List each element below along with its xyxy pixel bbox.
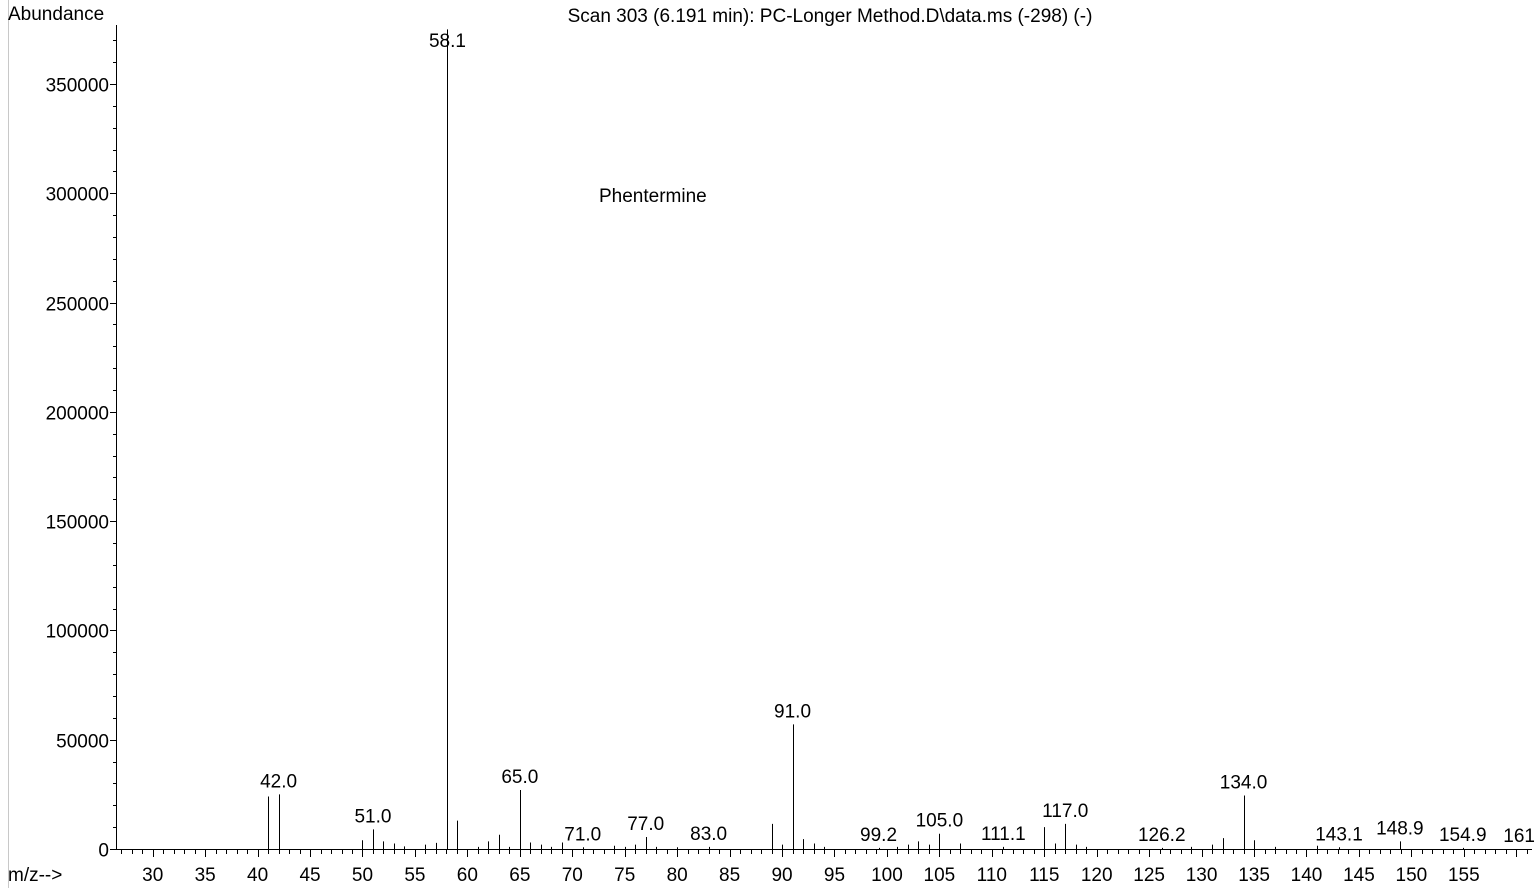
x-tick-label: 155 [1448,865,1480,886]
x-tick-label: 45 [299,865,320,886]
x-tick-label: 110 [977,865,1007,886]
axes: 0 50000 100000 150000 200000 250000 300000 3500… [46,25,1532,886]
x-tick-label: 65 [509,865,530,886]
x-tick-label: 125 [1133,865,1165,886]
y-tick-label: 200000 [46,404,109,425]
peak-label: 58.1 [429,31,466,52]
x-tick-label: 105 [924,865,956,886]
peaks [268,29,1464,849]
x-tick-label: 30 [142,865,163,886]
x-tick-label: 95 [824,865,845,886]
peak-label: 148.9 [1376,818,1424,839]
x-tick-label: 145 [1343,865,1375,886]
x-tick-label: 70 [562,865,583,886]
x-tick-label: 120 [1081,865,1113,886]
x-tick-label: 85 [719,865,740,886]
x-tick-label: 75 [614,865,635,886]
x-tick-label: 115 [1029,865,1059,886]
x-tick-label: 55 [404,865,425,886]
x-tick-label: 90 [771,865,792,886]
left-border [8,0,9,888]
peak-label: 77.0 [627,814,664,835]
y-axis-label: Abundance [8,4,104,25]
peak-label: 143.1 [1315,824,1363,845]
y-tick-label: 100000 [46,622,109,643]
peak-label: 65.0 [501,767,538,788]
peak-label: 161 [1503,826,1535,847]
peak-label: 117.0 [1042,801,1088,822]
x-tick-label: 100 [871,865,903,886]
y-tick-label: 150000 [46,513,109,534]
x-tick-label: 60 [457,865,478,886]
x-tick-label: 35 [195,865,216,886]
x-tick-label: 130 [1186,865,1218,886]
peak-label: 51.0 [354,806,391,827]
compound-annotation: Phentermine [599,186,707,207]
peak-labels: 42.0 51.0 58.1 65.0 71.0 77.0 83.0 91.0 99.2 105.… [260,31,1535,847]
y-tick-label: 350000 [46,76,109,97]
x-tick-label: 40 [247,865,268,886]
chart-title: Scan 303 (6.191 min): PC-Longer Method.D… [568,6,1093,27]
y-tick-label: 0 [98,841,109,862]
peak-label: 83.0 [690,824,727,845]
peak-label: 134.0 [1220,772,1268,793]
x-tick-label: 80 [667,865,688,886]
peak-label: 42.0 [260,771,297,792]
peak-label: 105.0 [916,811,964,832]
x-tick-label: 140 [1291,865,1323,886]
y-tick-label: 300000 [46,185,109,206]
x-tick-label: 50 [352,865,373,886]
peak-label: 126.2 [1138,825,1186,846]
peak-label: 111.1 [981,824,1026,845]
y-tick-label: 250000 [46,295,109,316]
peak-label: 99.2 [860,825,897,846]
peak-label: 91.0 [774,701,811,722]
x-axis-label: m/z--> [8,865,62,886]
peak-label: 71.0 [564,824,601,845]
y-tick-label: 50000 [56,732,109,753]
peak-label: 154.9 [1439,825,1487,846]
x-tick-label: 135 [1238,865,1270,886]
x-tick-label: 150 [1396,865,1428,886]
